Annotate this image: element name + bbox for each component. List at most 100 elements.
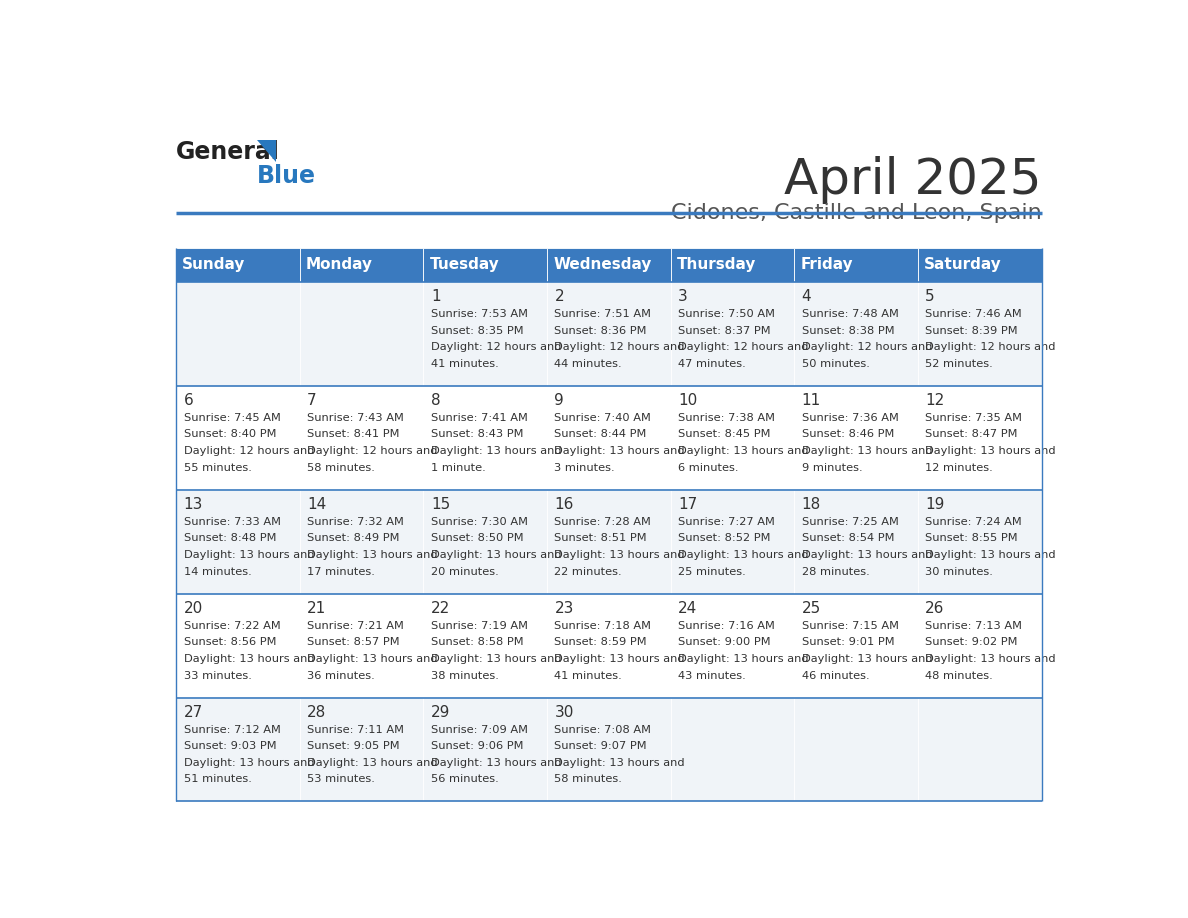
Text: 1 minute.: 1 minute. [431,463,486,473]
Text: Daylight: 13 hours and: Daylight: 13 hours and [925,654,1056,664]
FancyBboxPatch shape [299,248,423,282]
Text: 13: 13 [183,497,203,512]
Text: Blue: Blue [257,164,316,188]
Text: Daylight: 13 hours and: Daylight: 13 hours and [308,654,438,664]
Text: 20: 20 [183,601,203,616]
Text: 3: 3 [678,289,688,304]
FancyBboxPatch shape [918,594,1042,698]
Text: 14 minutes.: 14 minutes. [183,566,252,577]
FancyBboxPatch shape [918,248,1042,282]
Text: Daylight: 13 hours and: Daylight: 13 hours and [308,550,438,560]
FancyBboxPatch shape [299,698,423,801]
Text: 28: 28 [308,705,327,720]
Text: Sunrise: 7:43 AM: Sunrise: 7:43 AM [308,413,404,423]
Text: Daylight: 12 hours and: Daylight: 12 hours and [183,446,314,456]
Text: Sunrise: 7:36 AM: Sunrise: 7:36 AM [802,413,898,423]
Text: Sunset: 8:48 PM: Sunset: 8:48 PM [183,533,276,543]
Text: 50 minutes.: 50 minutes. [802,359,870,369]
Text: 52 minutes.: 52 minutes. [925,359,993,369]
Text: Daylight: 13 hours and: Daylight: 13 hours and [555,446,685,456]
Text: 14: 14 [308,497,327,512]
Text: Sunrise: 7:53 AM: Sunrise: 7:53 AM [431,309,527,319]
Text: Sunset: 9:05 PM: Sunset: 9:05 PM [308,741,400,751]
Text: 7: 7 [308,393,317,409]
Text: 3 minutes.: 3 minutes. [555,463,615,473]
Text: Daylight: 13 hours and: Daylight: 13 hours and [555,758,685,767]
Text: 41 minutes.: 41 minutes. [555,670,623,680]
Text: Sunset: 9:06 PM: Sunset: 9:06 PM [431,741,523,751]
FancyBboxPatch shape [546,386,671,489]
Text: 51 minutes.: 51 minutes. [183,775,252,785]
Text: Sunrise: 7:50 AM: Sunrise: 7:50 AM [678,309,775,319]
Text: Daylight: 13 hours and: Daylight: 13 hours and [555,550,685,560]
Text: 15: 15 [431,497,450,512]
Text: 23: 23 [555,601,574,616]
FancyBboxPatch shape [795,594,918,698]
Text: Sunset: 8:59 PM: Sunset: 8:59 PM [555,637,647,647]
Text: Sunset: 9:00 PM: Sunset: 9:00 PM [678,637,771,647]
Text: Sunset: 9:07 PM: Sunset: 9:07 PM [555,741,647,751]
FancyBboxPatch shape [671,698,795,801]
Text: Daylight: 13 hours and: Daylight: 13 hours and [431,758,562,767]
Text: Daylight: 13 hours and: Daylight: 13 hours and [802,654,933,664]
Text: 6 minutes.: 6 minutes. [678,463,739,473]
Text: 27: 27 [183,705,203,720]
Text: Sunset: 8:51 PM: Sunset: 8:51 PM [555,533,647,543]
Text: 43 minutes.: 43 minutes. [678,670,746,680]
Text: Sunset: 9:01 PM: Sunset: 9:01 PM [802,637,895,647]
Text: Sunrise: 7:13 AM: Sunrise: 7:13 AM [925,621,1023,631]
Text: 48 minutes.: 48 minutes. [925,670,993,680]
Text: Sunrise: 7:46 AM: Sunrise: 7:46 AM [925,309,1022,319]
Text: Daylight: 13 hours and: Daylight: 13 hours and [431,446,562,456]
Text: 44 minutes.: 44 minutes. [555,359,623,369]
Text: Sunset: 8:36 PM: Sunset: 8:36 PM [555,326,647,336]
Text: Daylight: 13 hours and: Daylight: 13 hours and [678,446,809,456]
FancyBboxPatch shape [176,698,299,801]
Text: Thursday: Thursday [677,257,757,273]
Text: Sunset: 8:39 PM: Sunset: 8:39 PM [925,326,1018,336]
Text: Sunrise: 7:51 AM: Sunrise: 7:51 AM [555,309,651,319]
Text: Sunrise: 7:30 AM: Sunrise: 7:30 AM [431,517,527,527]
Text: Sunrise: 7:12 AM: Sunrise: 7:12 AM [183,724,280,734]
Text: 12 minutes.: 12 minutes. [925,463,993,473]
Text: Tuesday: Tuesday [430,257,499,273]
FancyBboxPatch shape [671,489,795,594]
Text: 29: 29 [431,705,450,720]
Text: 22 minutes.: 22 minutes. [555,566,623,577]
FancyBboxPatch shape [423,489,546,594]
Text: 9: 9 [555,393,564,409]
Text: Daylight: 13 hours and: Daylight: 13 hours and [183,654,314,664]
Text: 36 minutes.: 36 minutes. [308,670,375,680]
FancyBboxPatch shape [795,248,918,282]
Text: 58 minutes.: 58 minutes. [555,775,623,785]
Text: Daylight: 13 hours and: Daylight: 13 hours and [555,654,685,664]
Text: General: General [176,140,280,163]
Text: 25: 25 [802,601,821,616]
Text: Sunset: 8:52 PM: Sunset: 8:52 PM [678,533,771,543]
Text: Sunset: 9:02 PM: Sunset: 9:02 PM [925,637,1018,647]
Text: Sunset: 8:43 PM: Sunset: 8:43 PM [431,430,523,440]
Text: Sunrise: 7:11 AM: Sunrise: 7:11 AM [308,724,404,734]
Text: 11: 11 [802,393,821,409]
FancyBboxPatch shape [546,698,671,801]
Text: April 2025: April 2025 [784,156,1042,204]
Text: Sunrise: 7:33 AM: Sunrise: 7:33 AM [183,517,280,527]
FancyBboxPatch shape [671,282,795,386]
FancyBboxPatch shape [671,594,795,698]
Text: Daylight: 12 hours and: Daylight: 12 hours and [555,342,685,353]
FancyBboxPatch shape [423,594,546,698]
Text: Sunset: 8:37 PM: Sunset: 8:37 PM [678,326,771,336]
Text: Sunset: 8:49 PM: Sunset: 8:49 PM [308,533,399,543]
Text: Sunrise: 7:19 AM: Sunrise: 7:19 AM [431,621,527,631]
Text: 2: 2 [555,289,564,304]
Text: Sunrise: 7:32 AM: Sunrise: 7:32 AM [308,517,404,527]
Text: Sunrise: 7:48 AM: Sunrise: 7:48 AM [802,309,898,319]
FancyBboxPatch shape [176,594,299,698]
Text: Sunset: 8:44 PM: Sunset: 8:44 PM [555,430,646,440]
Text: Daylight: 13 hours and: Daylight: 13 hours and [802,550,933,560]
Text: Sunrise: 7:16 AM: Sunrise: 7:16 AM [678,621,775,631]
FancyBboxPatch shape [671,248,795,282]
Text: Sunset: 8:56 PM: Sunset: 8:56 PM [183,637,276,647]
Text: Sunrise: 7:21 AM: Sunrise: 7:21 AM [308,621,404,631]
Text: 58 minutes.: 58 minutes. [308,463,375,473]
